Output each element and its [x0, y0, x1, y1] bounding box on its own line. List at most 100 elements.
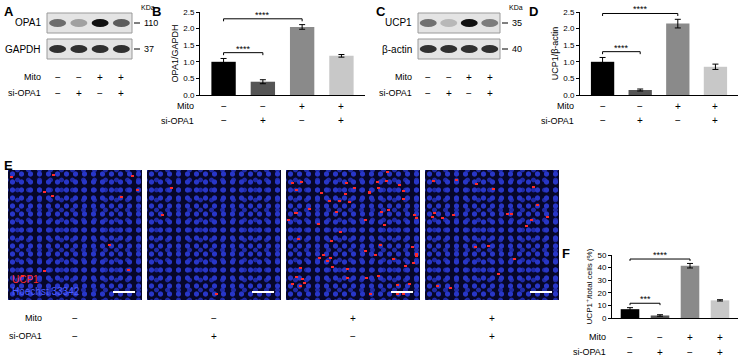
svg-text:E: E [4, 158, 13, 173]
svg-text:Mito: Mito [395, 72, 412, 82]
svg-text:+: + [489, 313, 495, 324]
svg-text:−: − [55, 88, 61, 99]
svg-text:40: 40 [597, 263, 606, 272]
svg-text:2.0: 2.0 [563, 24, 575, 33]
svg-text:***: *** [640, 294, 651, 304]
svg-text:C: C [376, 4, 386, 19]
svg-text:si-OPA1: si-OPA1 [161, 116, 194, 126]
svg-text:OPA1/GAPDH: OPA1/GAPDH [170, 25, 180, 83]
svg-text:1.0: 1.0 [183, 58, 195, 67]
svg-text:−: − [446, 72, 452, 83]
svg-text:2.0: 2.0 [183, 24, 195, 33]
svg-text:−: − [221, 101, 227, 112]
svg-text:−: − [627, 347, 633, 358]
svg-text:+: + [338, 115, 344, 126]
svg-text:+: + [637, 115, 643, 126]
svg-text:+: + [446, 88, 452, 99]
svg-text:****: **** [255, 10, 270, 20]
svg-text:0.5: 0.5 [563, 74, 575, 83]
svg-text:+: + [211, 331, 217, 342]
svg-text:−: − [657, 332, 663, 343]
svg-text:si-OPA1: si-OPA1 [9, 331, 42, 341]
svg-text:Mito: Mito [557, 101, 574, 111]
svg-text:+: + [487, 72, 493, 83]
svg-text:A: A [4, 4, 14, 19]
svg-text:0.5: 0.5 [183, 74, 195, 83]
svg-text:0: 0 [602, 314, 607, 323]
svg-text:Mito: Mito [24, 72, 41, 82]
svg-text:0.0: 0.0 [563, 91, 575, 100]
svg-text:−: − [466, 88, 472, 99]
svg-text:****: **** [633, 4, 648, 14]
svg-text:Mito: Mito [177, 101, 194, 111]
svg-text:−: − [637, 101, 643, 112]
svg-text:+: + [260, 115, 266, 126]
svg-text:−: − [260, 101, 266, 112]
svg-text:+: + [97, 72, 103, 83]
svg-text:OPA1: OPA1 [15, 17, 41, 28]
svg-text:35: 35 [512, 18, 522, 28]
svg-text:−: − [97, 88, 103, 99]
svg-text:si-OPA1: si-OPA1 [8, 88, 41, 98]
svg-text:+: + [717, 347, 723, 358]
svg-text:β-actin: β-actin [382, 44, 412, 55]
svg-text:37: 37 [144, 44, 154, 54]
svg-text:****: **** [653, 250, 668, 260]
svg-text:+: + [350, 313, 356, 324]
svg-text:KDa: KDa [141, 4, 155, 11]
svg-text:si-OPA1: si-OPA1 [573, 347, 606, 357]
svg-text:UCP1/β-actin: UCP1/β-actin [550, 27, 560, 81]
svg-text:+: + [657, 347, 663, 358]
svg-text:−: − [221, 115, 227, 126]
svg-text:−: − [350, 331, 356, 342]
svg-text:+: + [487, 88, 493, 99]
svg-text:1.5: 1.5 [183, 41, 195, 50]
svg-text:1.5: 1.5 [563, 41, 575, 50]
svg-text:+: + [712, 101, 718, 112]
svg-text:2.5: 2.5 [183, 8, 195, 17]
svg-text:−: − [425, 88, 431, 99]
svg-text:30: 30 [597, 276, 606, 285]
svg-text:B: B [152, 4, 161, 19]
svg-text:+: + [712, 115, 718, 126]
svg-text:+: + [489, 331, 495, 342]
svg-text:2.5: 2.5 [563, 8, 575, 17]
svg-text:40: 40 [512, 44, 522, 54]
svg-text:D: D [529, 4, 538, 19]
svg-text:−: − [76, 72, 82, 83]
svg-text:+: + [76, 88, 82, 99]
svg-text:Mito: Mito [589, 332, 606, 342]
svg-text:si-OPA1: si-OPA1 [379, 88, 412, 98]
svg-text:50: 50 [597, 251, 606, 260]
svg-text:−: − [425, 72, 431, 83]
svg-text:−: − [627, 332, 633, 343]
svg-text:+: + [675, 101, 681, 112]
svg-text:110: 110 [144, 18, 158, 28]
svg-text:+: + [299, 101, 305, 112]
svg-text:+: + [687, 332, 693, 343]
svg-text:20: 20 [597, 289, 606, 298]
svg-text:−: − [600, 101, 606, 112]
svg-text:+: + [118, 88, 124, 99]
svg-text:0.0: 0.0 [183, 91, 195, 100]
svg-text:+: + [466, 72, 472, 83]
svg-text:F: F [562, 246, 570, 261]
svg-text:10: 10 [597, 301, 606, 310]
svg-text:−: − [72, 313, 78, 324]
svg-text:****: **** [614, 43, 629, 53]
svg-text:si-OPA1: si-OPA1 [541, 116, 574, 126]
svg-text:1.0: 1.0 [563, 58, 575, 67]
svg-text:−: − [55, 72, 61, 83]
svg-text:−: − [299, 115, 305, 126]
svg-text:−: − [675, 115, 681, 126]
svg-text:KDa: KDa [509, 4, 523, 11]
svg-text:UCP1: UCP1 [385, 17, 412, 28]
svg-text:−: − [600, 115, 606, 126]
svg-text:UCP1⁺/total cells (%): UCP1⁺/total cells (%) [585, 248, 594, 324]
svg-text:−: − [687, 347, 693, 358]
svg-text:GAPDH: GAPDH [5, 44, 41, 55]
svg-text:****: **** [236, 44, 251, 54]
svg-text:+: + [717, 332, 723, 343]
svg-text:−: − [72, 331, 78, 342]
svg-text:Mito: Mito [25, 313, 42, 323]
